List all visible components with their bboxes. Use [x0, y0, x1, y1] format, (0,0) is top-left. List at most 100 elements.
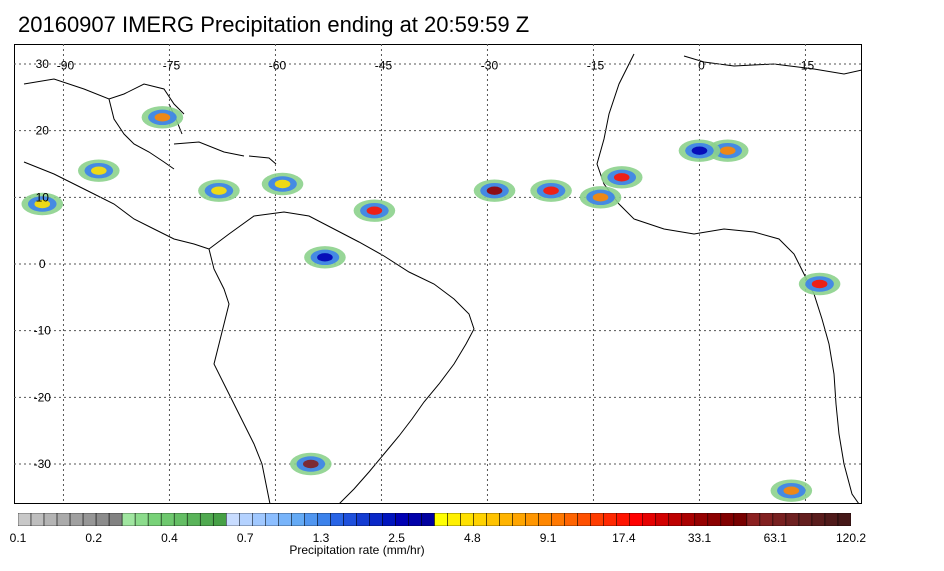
colorbar-swatch: [30, 513, 45, 526]
precip-cell: [317, 253, 333, 262]
map-canvas: -90 -75 -60 -45 -30 -15 0 15 30 20 10 0 -10 -20 -30: [14, 44, 862, 504]
colorbar-swatch: [212, 513, 227, 526]
colorbar-swatch: [226, 513, 240, 526]
colorbar-swatch: [837, 513, 851, 526]
colorbar-tick-label: 1.3: [312, 531, 330, 545]
colorbar-swatch: [655, 513, 670, 526]
colorbar-swatch: [486, 513, 500, 526]
colorbar-swatch: [252, 513, 266, 526]
colorbar-swatch: [642, 513, 657, 526]
colorbar-swatch: [746, 513, 761, 526]
colorbar-tick-label: 120.2: [835, 531, 867, 545]
longitude-label: 0: [698, 58, 705, 72]
colorbar-swatch: [291, 513, 305, 526]
map-title: 20160907 IMERG Precipitation ending at 2…: [18, 12, 530, 37]
colorbar-swatch: [173, 513, 188, 526]
colorbar-tick-label: 0.2: [85, 531, 103, 545]
precip-cell: [34, 199, 51, 209]
colorbar: [18, 513, 851, 526]
colorbar-swatch: [694, 513, 709, 526]
precip-cell: [274, 179, 291, 189]
longitude-label: -45: [375, 58, 393, 72]
colorbar-swatch: [408, 513, 422, 526]
colorbar-swatch: [421, 513, 435, 526]
colorbar-swatch: [811, 513, 826, 526]
precip-cell: [613, 173, 630, 182]
colorbar-swatch: [681, 513, 696, 526]
precip-cell: [91, 166, 107, 175]
colorbar-swatch: [616, 513, 630, 526]
colorbar-swatch: [590, 513, 604, 526]
latitude-label: 10: [36, 190, 50, 204]
colorbar-swatch: [538, 513, 552, 526]
latitude-label: -20: [34, 390, 52, 404]
longitude-labels: -90 -75 -60 -45 -30 -15 0 15: [57, 58, 815, 72]
colorbar-swatch: [668, 513, 683, 526]
colorbar-swatch: [382, 513, 396, 526]
colorbar-swatch: [134, 513, 149, 526]
colorbar-tick-label: 33.1: [687, 531, 712, 545]
longitude-label: -90: [57, 58, 75, 72]
colorbar-tick-label: 17.4: [612, 531, 636, 545]
colorbar-swatch: [512, 513, 526, 526]
colorbar-swatch: [460, 513, 474, 526]
latitude-label: 0: [39, 257, 46, 271]
longitude-label: -75: [163, 58, 181, 72]
colorbar-swatch: [69, 513, 84, 526]
colorbar-swatch: [824, 513, 839, 526]
colorbar-swatch: [18, 513, 32, 526]
precip-cell: [592, 193, 609, 202]
colorbar-swatch: [733, 513, 748, 526]
colorbar-swatch: [95, 513, 110, 526]
precip-cell: [366, 206, 383, 215]
precip-cell: [543, 186, 559, 195]
colorbar-swatch: [186, 513, 201, 526]
precip-cell: [486, 186, 503, 195]
colorbar-tick-label: 2.5: [388, 531, 405, 545]
latitude-label: -10: [34, 324, 52, 338]
colorbar-swatch: [239, 513, 253, 526]
colorbar-swatch: [43, 513, 58, 526]
precip-cell: [303, 459, 319, 469]
colorbar-swatch: [759, 513, 774, 526]
colorbar-swatch: [317, 513, 331, 526]
colorbar-swatch: [447, 513, 461, 526]
colorbar-swatch: [108, 513, 123, 526]
latitude-labels: 30 20 10 0 -10 -20 -30: [34, 57, 52, 471]
longitude-label: 15: [801, 58, 815, 72]
colorbar-tick-label: 0.4: [161, 531, 178, 545]
precip-cell: [691, 146, 708, 155]
precip-cell: [783, 486, 800, 495]
colorbar-swatch: [304, 513, 318, 526]
colorbar-swatch: [121, 513, 136, 526]
map-border: [14, 44, 862, 504]
colorbar-swatch: [551, 513, 565, 526]
coastlines: [23, 53, 862, 504]
latitude-label: -30: [34, 457, 52, 471]
colorbar-swatch: [82, 513, 97, 526]
precip-cell: [811, 279, 828, 289]
colorbar-swatch: [343, 513, 357, 526]
colorbar-swatch: [356, 513, 370, 526]
colorbar-swatch: [564, 513, 578, 526]
colorbar-swatch: [772, 513, 787, 526]
colorbar-swatch: [707, 513, 722, 526]
colorbar-tick-label: 0.7: [236, 531, 254, 545]
colorbar-swatch: [603, 513, 617, 526]
colorbar-tick-label: 9.1: [539, 531, 557, 545]
lat-lon-grid: [14, 44, 862, 504]
colorbar-swatch: [147, 513, 162, 526]
colorbar-swatch: [798, 513, 813, 526]
colorbar-swatch: [56, 513, 71, 526]
colorbar-swatch: [369, 513, 383, 526]
colorbar-swatch: [577, 513, 591, 526]
latitude-label: 20: [36, 124, 50, 138]
precipitation-map: -90 -75 -60 -45 -30 -15 0 15 30 20 10 0 -10 -20 -30: [14, 44, 862, 504]
colorbar-swatch: [278, 513, 292, 526]
precip-cell: [154, 113, 171, 122]
colorbar-swatch: [629, 513, 643, 526]
longitude-label: -15: [587, 58, 605, 72]
colorbar-title: Precipitation rate (mm/hr): [289, 543, 425, 557]
precipitation-cells: [21, 106, 841, 502]
colorbar-swatch: [499, 513, 513, 526]
